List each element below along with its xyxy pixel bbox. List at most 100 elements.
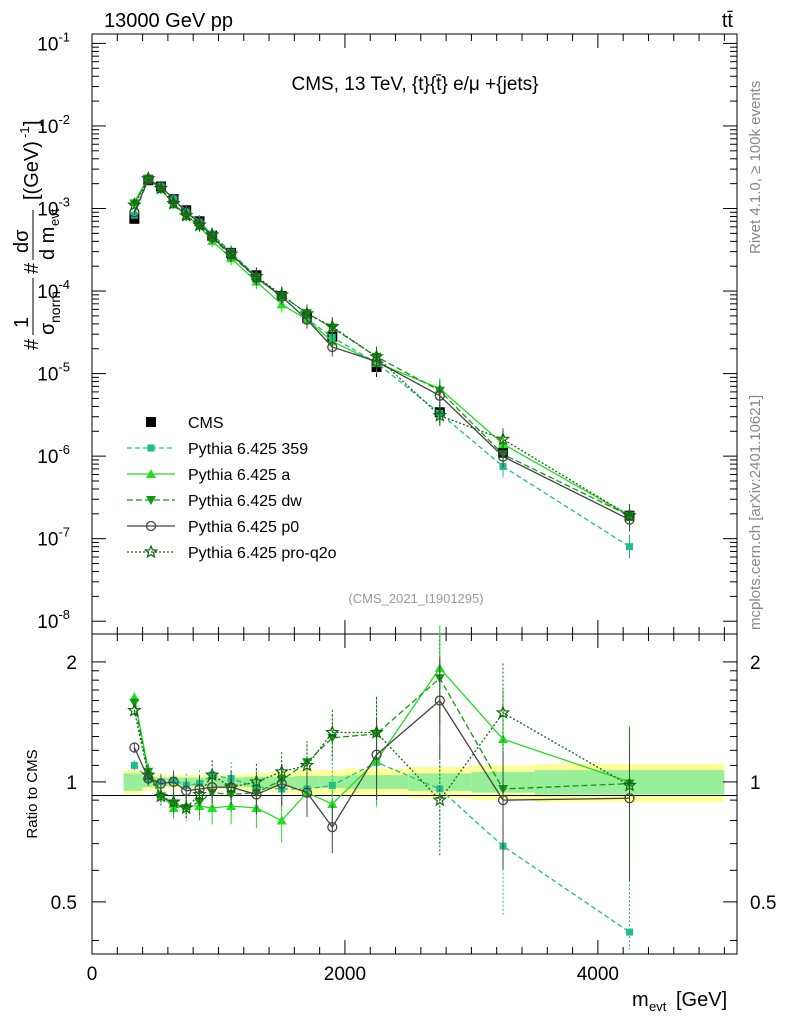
pythia-6-425-p0-ratio-point <box>434 695 445 706</box>
x-tick-label: 0 <box>87 964 98 985</box>
pythia-6-425-p0-ratio-line <box>133 699 630 829</box>
svg-text:#: # <box>21 262 43 274</box>
pythia-6-425-a-ratio-point <box>226 801 237 811</box>
pythia-6-425-a-ratio-point <box>276 815 287 825</box>
pythia-6-425-dw-ratio-point <box>302 758 312 768</box>
legend-marker-pythia-6-425-p0 <box>145 520 157 532</box>
y-tick-label: 10-7 <box>37 525 70 551</box>
mcplots-source-label: mcplots.cern.ch [arXiv:2401.10621] <box>747 395 764 630</box>
ratio-y-axis-label: Ratio to CMS <box>24 749 41 838</box>
pythia-6-425-p0-ratio-point <box>327 821 338 833</box>
ratio-tick-label: 0.5 <box>51 893 77 914</box>
axis-ticks: 0 2000 400010-810-710-610-510-410-310-210-… <box>37 29 776 985</box>
pythia-6-425-pro-q2o-ratio-point <box>153 788 169 803</box>
legend: CMS Pythia 6.425 359 Pythia 6.425 a Pythia … <box>127 415 337 562</box>
pythia-6-425-359-ratio-point <box>436 785 444 793</box>
chart-title: CMS, 13 TeV, {t}{t̄} e/μ +{jets} <box>291 74 538 95</box>
pythia-6-425-pro-q2o-point <box>223 246 239 261</box>
pythia-6-425-pro-q2o-ratio-point <box>166 794 181 809</box>
pythia-6-425-pro-q2o-ratio-point <box>192 786 207 801</box>
legend-marker-pythia-6-425-a <box>146 469 156 478</box>
pythia-6-425-p0-point <box>143 174 154 185</box>
svg-text:σ: σ <box>37 322 59 335</box>
ratio-tick-label: 2 <box>66 653 77 674</box>
y-axis-label: # 1 σ norm # dσ d m evt [(GeV) -1 ] <box>11 120 63 350</box>
pythia-6-425-359-line <box>133 178 630 548</box>
pythia-6-425-pro-q2o-ratio-point <box>204 767 220 782</box>
y-tick-label: 10-5 <box>37 360 70 386</box>
y-tick-exponent: -3 <box>58 194 70 209</box>
pythia-6-425-dw-line <box>133 177 630 517</box>
pythia-6-425-pro-q2o-point <box>369 349 384 363</box>
y-tick-exponent: -7 <box>58 525 70 540</box>
pythia-6-425-pro-q2o-ratio-point <box>178 800 194 815</box>
pythia-6-425-pro-q2o-point <box>178 207 194 222</box>
x-axis-label: m evt [GeV] <box>632 989 727 1014</box>
svg-text:-1: -1 <box>17 126 32 138</box>
pythia-6-425-pro-q2o-ratio-point <box>127 702 142 717</box>
cms-point <box>129 213 140 224</box>
pythia-6-425-pro-q2o-point <box>127 197 142 212</box>
legend-marker-pythia-6-425-dw <box>146 496 156 505</box>
svg-text:d m: d m <box>37 227 59 260</box>
pythia-6-425-p0-ratio-point <box>276 778 287 789</box>
pythia-6-425-p0-ratio-point <box>168 776 179 788</box>
pythia-6-425-a-ratio-point <box>327 799 338 809</box>
y-tick-exponent: -1 <box>58 29 70 44</box>
legend-label-pythia-6-425-359: Pythia 6.425 359 <box>188 441 308 458</box>
legend-label-pythia-6-425-a: Pythia 6.425 a <box>188 467 290 484</box>
stat-uncertainty-band <box>142 776 156 788</box>
pythia-6-425-p0-ratio-point <box>206 782 218 793</box>
pythia-6-425-pro-q2o-ratio-point <box>249 774 264 789</box>
pythia-6-425-a-line <box>133 176 630 517</box>
pythia-6-425-p0-ratio-point <box>251 789 262 800</box>
ratio-plot-frame <box>91 633 738 955</box>
ratio-tick-label: 1 <box>66 773 77 794</box>
pythia-6-425-pro-q2o-ratio-line <box>133 710 630 809</box>
y-tick-label: 10-1 <box>37 29 70 55</box>
legend-marker-cms <box>146 417 156 427</box>
header-right-label: tt̄ <box>722 10 734 32</box>
pythia-6-425-pro-q2o-point <box>249 268 264 283</box>
main-plot-frame <box>91 33 738 635</box>
y-tick-exponent: -4 <box>58 277 70 292</box>
pythia-6-425-pro-q2o-ratio-point <box>223 779 239 794</box>
y-tick-exponent: -8 <box>58 607 70 622</box>
y-tick-exponent: -5 <box>58 360 70 375</box>
pythia-6-425-pro-q2o-point <box>299 306 315 321</box>
legend-label-cms: CMS <box>188 415 224 432</box>
svg-text:m: m <box>632 989 649 1011</box>
y-tick-exponent: -6 <box>58 442 70 457</box>
pythia-6-425-pro-q2o-ratio-point <box>325 724 340 739</box>
pythia-6-425-pro-q2o-line <box>133 177 630 517</box>
pythia-6-425-pro-q2o-point <box>622 508 637 522</box>
legend-label-pythia-6-425-pro-q2o: Pythia 6.425 pro-q2o <box>188 545 337 562</box>
pythia-6-425-p0-ratio-point <box>181 785 192 796</box>
ratio-tick-label-right: 0.5 <box>750 893 776 914</box>
pythia-6-425-pro-q2o-ratio-point <box>141 767 156 782</box>
svg-text:]: ] <box>21 120 43 126</box>
pythia-6-425-359-point <box>626 543 633 551</box>
pythia-6-425-pro-q2o-point <box>153 180 169 195</box>
ratio-tick-label-right: 1 <box>750 773 761 794</box>
pythia-6-425-pro-q2o-point <box>204 227 220 242</box>
legend-label-pythia-6-425-dw: Pythia 6.425 dw <box>188 493 302 510</box>
legend-marker-pythia-6-425-359 <box>147 444 155 452</box>
pythia-6-425-pro-q2o-point <box>141 170 156 185</box>
pythia-6-425-p0-point <box>434 390 445 401</box>
svg-text:evt: evt <box>47 208 62 226</box>
ratio-series-group <box>127 625 637 950</box>
pythia-6-425-pro-q2o-point <box>192 217 207 232</box>
svg-text:dσ: dσ <box>11 229 33 253</box>
y-tick-label: 10-8 <box>37 607 70 633</box>
pythia-6-425-pro-q2o-point <box>432 407 448 422</box>
pythia-6-425-pro-q2o-ratio-point <box>369 724 384 739</box>
legend-label-pythia-6-425-p0: Pythia 6.425 p0 <box>188 519 299 536</box>
pythia-6-425-pro-q2o-ratio-point <box>299 757 315 772</box>
svg-text:[(GeV): [(GeV) <box>21 141 43 200</box>
pythia-6-425-p0-ratio-point <box>129 742 140 753</box>
pythia-6-425-pro-q2o-point <box>495 431 511 446</box>
pythia-6-425-p0-ratio-point <box>301 787 313 798</box>
rivet-version-label: Rivet 4.1.0, ≥ 100k events <box>747 81 764 254</box>
svg-text:[GeV]: [GeV] <box>676 989 727 1011</box>
